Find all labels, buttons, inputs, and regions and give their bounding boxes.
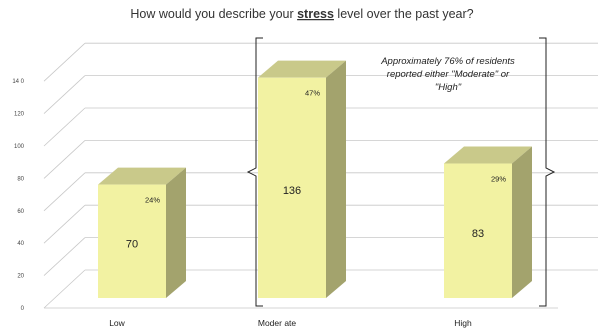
bar-front [258, 77, 326, 299]
y-axis-ticks: 0 20 40 60 80 100 120 14 0 [12, 79, 24, 312]
x-axis-categories: Low Moder ate High [109, 318, 472, 328]
bar-2: 136 47% [258, 60, 346, 299]
bar-side [326, 60, 346, 299]
annotation-text: Approximately 76% of residents reported e… [380, 56, 515, 93]
bar-percent-label: 29% [491, 175, 506, 184]
gridline-diagonal [43, 172, 86, 212]
bar-side [512, 146, 532, 298]
bar-3: 83 29% [444, 146, 532, 298]
bars: 70 24% 136 47% 83 29% [98, 60, 532, 299]
bar-top [444, 146, 532, 164]
bar-1: 70 24% [98, 167, 186, 298]
bar-value-label: 83 [472, 228, 484, 240]
annotation-line: reported either "Moderate" or [387, 69, 510, 80]
bar-front [444, 163, 512, 298]
gridline-diagonal [43, 75, 86, 114]
bar-value-label: 70 [126, 238, 138, 250]
bracket-right [539, 37, 556, 307]
bar-percent-label: 24% [145, 196, 160, 205]
gridline-diagonal [43, 204, 86, 244]
y-tick-label: 20 [17, 274, 24, 280]
bar-value-label: 136 [283, 185, 301, 197]
y-tick-label: 40 [17, 241, 24, 247]
category-label: High [454, 318, 472, 328]
bar-front [98, 184, 166, 298]
bar-top [98, 167, 186, 185]
gridline-diagonal [43, 107, 86, 147]
gridline-diagonal [43, 269, 86, 309]
bracket-left [246, 37, 263, 307]
bar-top [258, 60, 346, 78]
category-label: Moder ate [258, 318, 297, 328]
gridline-diagonal [43, 42, 86, 82]
bar-side [166, 167, 186, 298]
chart-title-part-2: level over the past year? [334, 7, 474, 21]
category-label: Low [109, 318, 125, 328]
chart-title: How would you describe your stress level… [130, 7, 473, 21]
annotation-line: Approximately 76% of residents [380, 56, 515, 67]
y-tick-label: 0 [21, 306, 25, 312]
y-tick-label: 100 [14, 144, 25, 150]
y-tick-label: 60 [17, 209, 24, 215]
annotation-bracket [246, 37, 556, 307]
y-tick-label: 14 0 [12, 79, 24, 85]
y-tick-label: 80 [17, 176, 24, 182]
bar-percent-label: 47% [305, 89, 320, 98]
chart-title-part-1: How would you describe your [130, 7, 297, 21]
chart-title-emphasis: stress [297, 7, 334, 21]
annotation-line: "High" [435, 82, 462, 93]
gridline-diagonal [43, 140, 86, 179]
y-tick-label: 120 [14, 112, 25, 118]
gridline-diagonal [43, 237, 86, 276]
